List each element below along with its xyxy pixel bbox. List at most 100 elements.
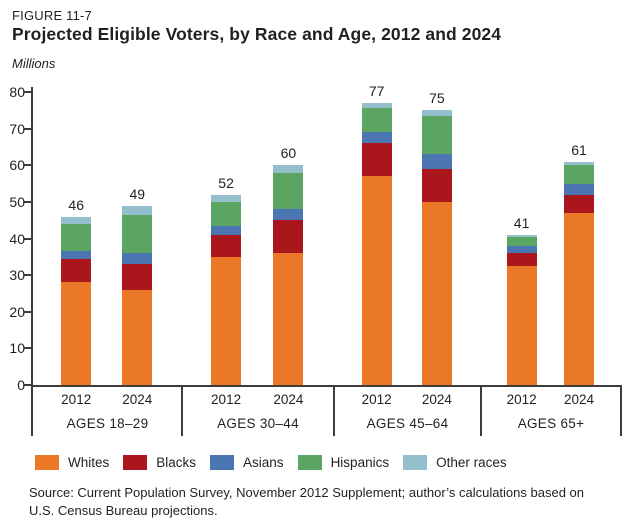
group-label: AGES 65+ (517, 416, 585, 431)
bar-year-label: 2024 (563, 392, 595, 407)
y-axis-tick (24, 347, 31, 350)
legend-label-hispanics: Hispanics (330, 455, 390, 470)
bar-segment-hispanics (273, 172, 304, 210)
bar-total-label: 61 (571, 141, 587, 158)
legend-item-other-races: Other races (403, 455, 507, 470)
y-axis-tick (24, 200, 31, 203)
bar-segment-blacks (361, 143, 392, 177)
group-divider-line (620, 385, 622, 436)
bar-total-label: 49 (129, 185, 146, 202)
bar-segment-other-races (361, 102, 392, 109)
legend-swatch-asians (210, 455, 235, 470)
bar-total-label: 41 (513, 214, 530, 231)
y-axis-tick (24, 237, 31, 240)
bar-total-label: 75 (429, 90, 445, 107)
figure-number-label: FIGURE 11-7 (12, 8, 92, 23)
bar-segment-asians (506, 245, 537, 254)
y-axis-tick-label: 0 (17, 377, 25, 393)
source-note: Source: Current Population Survey, Novem… (29, 485, 584, 518)
bar-total-label: 77 (368, 82, 385, 99)
y-axis-tick-label: 40 (9, 230, 25, 247)
figure-title: Projected Eligible Voters, by Race and A… (12, 24, 502, 44)
y-axis-tick-label: 80 (9, 84, 25, 100)
bar-segment-blacks (61, 258, 92, 283)
y-axis-tick (24, 310, 31, 313)
bar-segment-whites (273, 253, 304, 385)
y-axis-tick (24, 127, 31, 130)
bar-segment-whites (564, 212, 594, 385)
legend-swatch-other-races (403, 455, 428, 470)
bar-segment-hispanics (564, 165, 594, 184)
group-divider-line (480, 385, 482, 436)
bar-segment-asians (211, 225, 242, 235)
bar-segment-asians (61, 251, 92, 259)
bar-year-label: 2012 (61, 392, 92, 407)
bar-segment-blacks (421, 168, 452, 202)
bar-segment-asians (122, 253, 153, 265)
y-axis-tick (24, 384, 31, 386)
group-label: AGES 18–29 (66, 416, 149, 431)
bar-year-label: 2024 (421, 392, 452, 407)
bar-segment-asians (361, 132, 392, 144)
legend-item-blacks: Blacks (123, 455, 196, 470)
bar-segment-asians (273, 209, 304, 221)
bar-segment-hispanics (421, 115, 452, 155)
bar-segment-other-races (506, 234, 537, 237)
bar-segment-whites (421, 201, 452, 385)
y-axis-line (31, 87, 33, 436)
bar-segment-hispanics (506, 236, 537, 246)
bar-year-label: 2012 (211, 392, 242, 407)
bar-segment-whites (61, 282, 92, 385)
bar-total-label: 46 (68, 196, 84, 213)
y-axis-tick-label: 10 (9, 340, 25, 357)
bar-year-label: 2024 (273, 392, 304, 407)
legend-item-asians: Asians (210, 455, 284, 470)
bar-segment-asians (564, 183, 594, 195)
bar-segment-blacks (506, 253, 537, 266)
group-divider-line (333, 385, 335, 436)
y-axis-tick-label: 50 (9, 193, 25, 210)
bar-segment-hispanics (122, 214, 153, 254)
bar-segment-hispanics (211, 201, 242, 226)
legend-swatch-hispanics (297, 455, 322, 470)
group-label: AGES 45–64 (366, 416, 449, 431)
y-axis-tick (24, 164, 31, 167)
bar-segment-hispanics (361, 108, 392, 133)
group-label: AGES 30–44 (217, 416, 299, 431)
bar-segment-other-races (564, 161, 594, 166)
bar-segment-other-races (273, 165, 304, 173)
bar-year-label: 2012 (361, 392, 392, 407)
legend-swatch-blacks (123, 455, 148, 470)
legend-item-whites: Whites (35, 455, 109, 470)
x-axis-line (33, 385, 621, 387)
chart-plot-area: 0 10 20 30 40 50 60 70 80 46 2012 49 2024 AGES 18–29 5… (9, 82, 622, 436)
chart-legend: Whites Blacks Asians Hispanics Other races (35, 455, 507, 470)
y-axis-tick-label: 70 (9, 120, 25, 137)
bar-segment-blacks (564, 194, 594, 213)
bar-segment-other-races (122, 205, 153, 215)
y-axis-tick (24, 91, 31, 93)
bar-segment-whites (122, 289, 153, 385)
bar-segment-whites (506, 265, 537, 385)
bar-year-label: 2012 (506, 392, 537, 407)
legend-item-hispanics: Hispanics (297, 455, 390, 470)
bar-total-label: 60 (280, 145, 297, 162)
legend-swatch-whites (35, 455, 59, 470)
bar-segment-other-races (421, 110, 452, 116)
y-axis-tick-label: 60 (9, 157, 25, 174)
y-axis-tick-label: 30 (9, 267, 25, 284)
bar-year-label: 2024 (122, 392, 153, 407)
bar-segment-other-races (61, 216, 92, 224)
bar-segment-asians (421, 154, 452, 169)
legend-label-asians: Asians (243, 455, 284, 470)
group-divider-line (181, 385, 183, 436)
bar-segment-whites (361, 176, 392, 385)
bar-segment-hispanics (61, 223, 92, 252)
bar-segment-blacks (273, 220, 304, 254)
bar-segment-blacks (122, 264, 153, 290)
y-axis-units-label: Millions (12, 56, 56, 71)
y-axis-tick-label: 20 (9, 303, 25, 320)
legend-label-other-races: Other races (436, 455, 507, 470)
legend-label-whites: Whites (68, 455, 110, 470)
